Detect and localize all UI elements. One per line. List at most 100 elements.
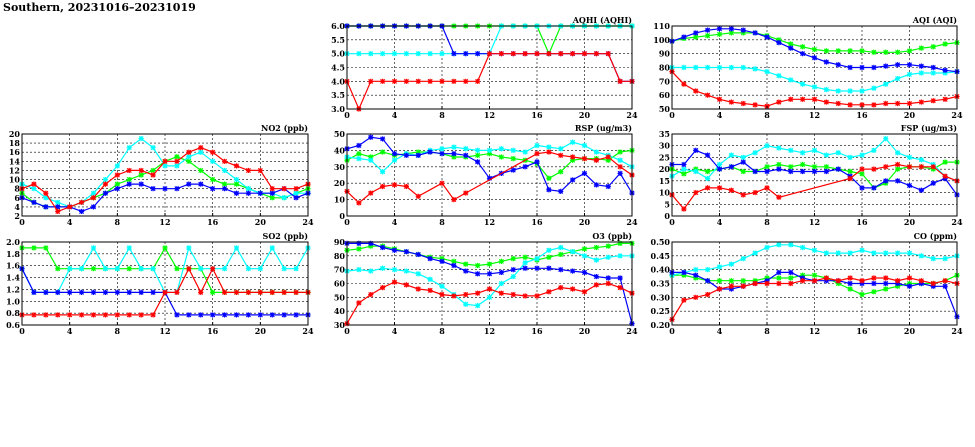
rsp-series-2-point [391,151,398,157]
fsp-series-2-point [871,185,877,191]
fsp-series-0-point [681,171,687,177]
fsp-series-2-point [859,185,865,191]
o3-series-2-point [403,249,409,255]
co-ytick-label: 0.35 [651,279,670,289]
co-series-1-point [800,244,806,251]
fsp-series-2-point [752,168,758,175]
aqi-series-1-point [906,71,913,78]
co-ytick-label: 0.30 [651,292,671,302]
o3-series-0-point [498,258,504,264]
no2-series-1-point [210,158,216,164]
no2-series-2-point [78,208,85,215]
so2-series-1-point [221,266,228,272]
o3-series-1-point [558,244,564,251]
aqi-series-0-point [728,30,734,36]
no2-series-2-point [293,195,299,201]
o3-series-2-point [498,269,504,276]
co-series-3-point [752,280,758,287]
no2-series-1-point [162,163,168,169]
o3-series-0-point [593,244,599,251]
o3-series-2-point [605,275,611,281]
aqhi-series-3-point [558,51,564,57]
aqi-series-1-point [764,69,770,75]
o3-series-2-point [463,268,469,274]
o3-series-2-point [593,273,599,280]
aqhi-series-3-point [617,78,623,84]
rsp-ytick-label: 50 [334,129,346,139]
o3-series-1-point [593,257,599,263]
aqi-series-0-point [883,49,889,55]
o3-series-3-point [510,291,516,298]
co-xtick-label: 16 [856,326,868,336]
co-series-2-point [942,283,948,289]
aqhi-grid [347,26,632,109]
so2-series-3-point [269,289,275,295]
aqi-series-0-point [930,44,936,50]
co-series-3-point [906,275,913,281]
aqi-series-1-point [835,88,841,94]
co-xtick-label: 8 [764,326,770,336]
so2-series-3-point [245,289,252,295]
co-series-3-point [823,275,829,281]
aqhi-ytick-label: 4.5 [331,63,345,73]
o3-series-0-point [617,240,623,246]
no2-series-0-point [138,172,144,178]
aqhi-series-3-line [346,53,632,111]
no2-series-3-point [257,167,263,174]
aqi-series-0-point [776,37,782,43]
fsp-series-0-point [942,159,948,165]
co-series-1 [669,242,960,278]
no2-series-3-point [150,172,156,178]
aqi-series-3-point [847,102,853,108]
o3-series-2-point [522,265,528,271]
o3-series-1-point [522,260,528,266]
aqi-series-1-point [859,88,865,94]
co-series-2-point [859,280,865,287]
co-series-0-point [788,275,794,281]
co-series-0-point [752,278,758,284]
co-series-1-point [811,247,818,253]
co-series-0-point [776,275,782,281]
no2-xtick-label: 4 [67,217,73,227]
co-series-1-point [835,250,841,256]
so2-series-1-point [186,245,192,251]
fsp-series-3-point [705,185,711,191]
o3-ytick-label: 80 [334,251,346,261]
rsp-series-0-point [368,154,374,160]
rsp-series-3-point [380,183,386,190]
so2-series-2-point [43,289,49,295]
o3-series-2-point [534,265,540,271]
rsp-ytick-label: 40 [334,145,346,155]
fsp-series-3-point [716,185,723,191]
aqi-series-2-point [883,63,889,69]
aqi-ytick-label: 70 [659,76,671,86]
rsp-series-3-point [593,157,599,163]
co-ytick-label: 0.50 [651,237,671,247]
aqhi-series-3-point [522,51,528,57]
no2-series-3-point [269,186,275,192]
so2-series-3-point [293,289,299,295]
aqi-series-1-point [681,64,687,71]
co-series-3-point [942,278,948,284]
so2-xtick-label: 20 [255,326,267,336]
so2-series-2-point [114,289,120,295]
so2-series-1-point [150,266,156,272]
rsp-series-2-point [581,170,588,176]
rsp-series-3-point [570,154,576,160]
fsp-series-3-point [847,175,853,182]
aqhi-series-3-point [391,78,398,84]
aqi-series-3-point [716,96,723,102]
aqhi-series-3-point [368,78,374,84]
co-series-1-point [716,264,723,270]
aqhi-series-1-point [427,51,433,57]
so2-series-2-point [210,312,216,318]
o3-series-0-point [522,254,528,260]
rsp-xtick-label: 0 [344,217,350,227]
aqhi-xtick-label: 4 [392,110,398,120]
no2-ytick-label: 6 [14,193,20,203]
aqhi-series-1-point [356,51,362,57]
co-series-1-point [918,253,924,259]
o3-series-2-point [558,267,564,273]
co-series-1-point [871,250,877,256]
